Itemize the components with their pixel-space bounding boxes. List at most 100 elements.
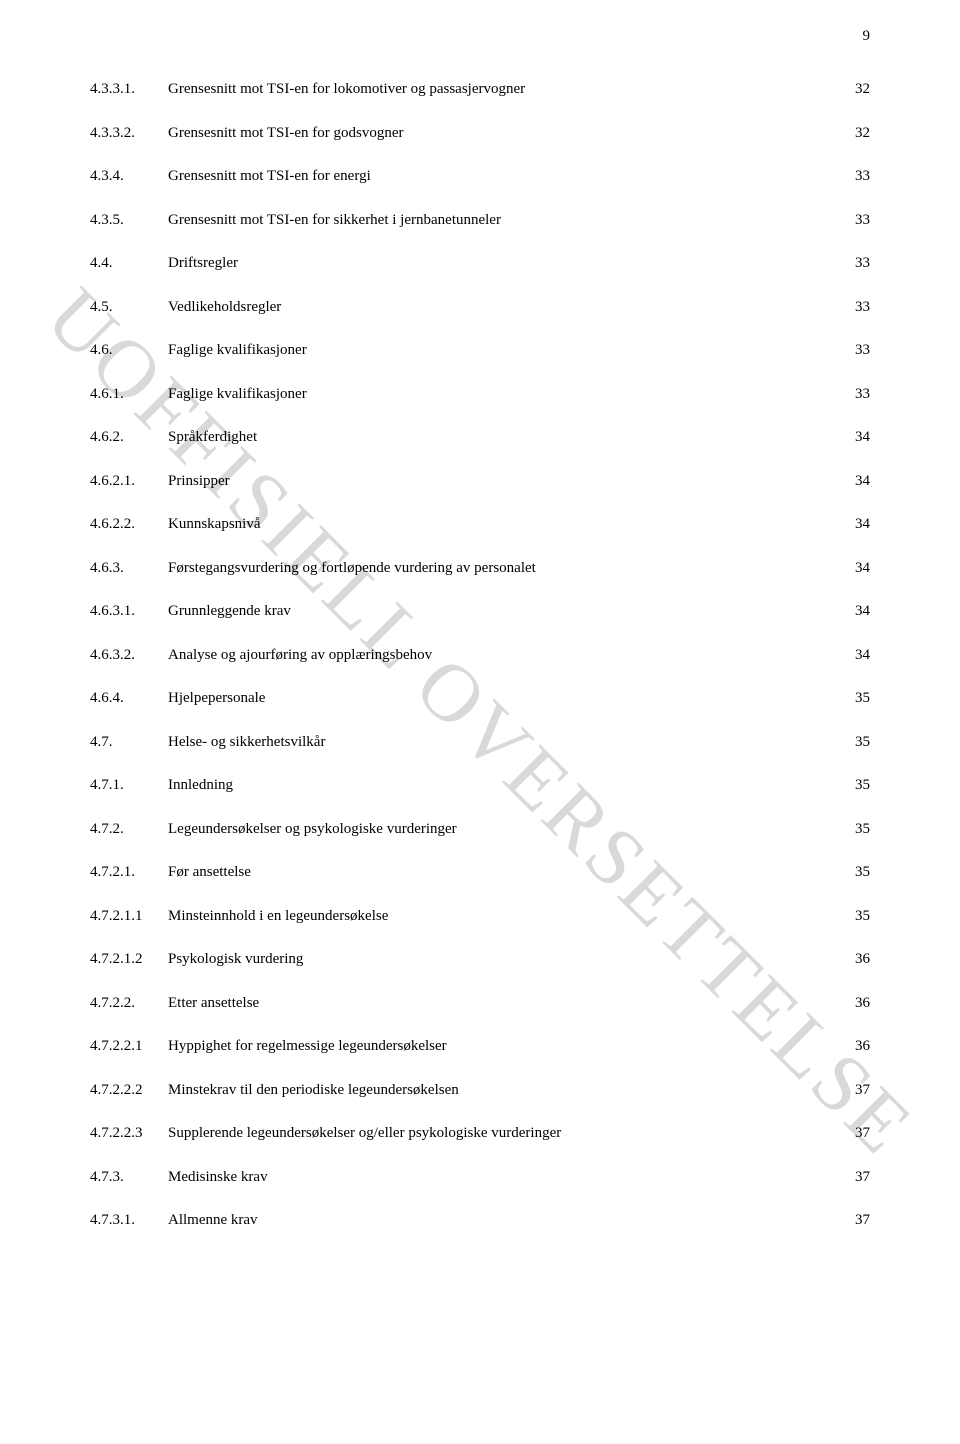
toc-title: Grunnleggende krav: [168, 602, 291, 622]
toc-row: 4.7.2.1.Før ansettelse 35: [90, 863, 870, 883]
toc-page: 34: [830, 559, 870, 579]
toc-title: Vedlikeholdsregler: [168, 298, 281, 318]
toc-number: 4.6.: [90, 341, 168, 361]
toc-page: 35: [830, 820, 870, 840]
toc-page: 34: [830, 472, 870, 492]
toc-title: Førstegangsvurdering og fortløpende vurd…: [168, 559, 536, 579]
toc-number: 4.6.3.2.: [90, 646, 168, 666]
toc-title: Grensesnitt mot TSI-en for lokomotiver o…: [168, 80, 525, 100]
toc-title: Analyse og ajourføring av opplæringsbeho…: [168, 646, 432, 666]
toc-left: 4.7.3.Medisinske krav: [90, 1168, 268, 1188]
toc-row: 4.7.2.1.1Minsteinnhold i en legeundersøk…: [90, 907, 870, 927]
toc-left: 4.7.2.1.Før ansettelse: [90, 863, 251, 883]
toc-title: Grensesnitt mot TSI-en for sikkerhet i j…: [168, 211, 501, 231]
toc-title: Allmenne krav: [168, 1211, 258, 1231]
toc-row: 4.7.2.2.1Hyppighet for regelmessige lege…: [90, 1037, 870, 1057]
toc-row: 4.6.2.2.Kunnskapsnivå 34: [90, 515, 870, 535]
toc-page: 37: [830, 1211, 870, 1231]
toc-row: 4.7.2.Legeundersøkelser og psykologiske …: [90, 820, 870, 840]
toc-number: 4.7.2.2.2: [90, 1081, 168, 1101]
toc-number: 4.7.3.1.: [90, 1211, 168, 1231]
toc-page: 33: [830, 254, 870, 274]
toc-row: 4.6.2.1.Prinsipper 34: [90, 472, 870, 492]
toc-page: 34: [830, 646, 870, 666]
toc-list: 4.3.3.1.Grensesnitt mot TSI-en for lokom…: [90, 80, 870, 1255]
toc-page: 35: [830, 776, 870, 796]
toc-title: Språkferdighet: [168, 428, 257, 448]
toc-row: 4.7.2.2.2Minstekrav til den periodiske l…: [90, 1081, 870, 1101]
toc-title: Faglige kvalifikasjoner: [168, 341, 307, 361]
toc-row: 4.5.Vedlikeholdsregler33: [90, 298, 870, 318]
toc-row: 4.6.3.2.Analyse og ajourføring av opplær…: [90, 646, 870, 666]
toc-row: 4.6.4.Hjelpepersonale35: [90, 689, 870, 709]
toc-left: 4.7.2.Legeundersøkelser og psykologiske …: [90, 820, 457, 840]
toc-page: 35: [830, 863, 870, 883]
toc-page: 32: [830, 80, 870, 100]
toc-row: 4.4.Driftsregler 33: [90, 254, 870, 274]
toc-title: Helse- og sikkerhetsvilkår: [168, 733, 325, 753]
toc-number: 4.7.2.: [90, 820, 168, 840]
toc-page: 34: [830, 515, 870, 535]
toc-title: Etter ansettelse: [168, 994, 259, 1014]
toc-left: 4.6.3.2.Analyse og ajourføring av opplær…: [90, 646, 432, 666]
toc-row: 4.7.1.Innledning 35: [90, 776, 870, 796]
toc-row: 4.3.4.Grensesnitt mot TSI-en for energi 3…: [90, 167, 870, 187]
toc-row: 4.6.3.Førstegangsvurdering og fortløpend…: [90, 559, 870, 579]
toc-page: 32: [830, 124, 870, 144]
toc-left: 4.7.2.2.3Supplerende legeundersøkelser o…: [90, 1124, 561, 1144]
toc-title: Kunnskapsnivå: [168, 515, 261, 535]
toc-number: 4.7.3.: [90, 1168, 168, 1188]
toc-title: Grensesnitt mot TSI-en for godsvogner: [168, 124, 404, 144]
toc-page: 35: [830, 907, 870, 927]
toc-page: 37: [830, 1081, 870, 1101]
toc-row: 4.7.Helse- og sikkerhetsvilkår35: [90, 733, 870, 753]
toc-title: Supplerende legeundersøkelser og/eller p…: [168, 1124, 561, 1144]
toc-row: 4.6.1.Faglige kvalifikasjoner 33: [90, 385, 870, 405]
toc-left: 4.7.2.2.2Minstekrav til den periodiske l…: [90, 1081, 459, 1101]
toc-page: 33: [830, 385, 870, 405]
toc-row: 4.3.3.2.Grensesnitt mot TSI-en for godsv…: [90, 124, 870, 144]
toc-number: 4.6.2.: [90, 428, 168, 448]
toc-title: Innledning: [168, 776, 233, 796]
toc-left: 4.3.3.2.Grensesnitt mot TSI-en for godsv…: [90, 124, 404, 144]
toc-number: 4.7.: [90, 733, 168, 753]
toc-title: Grensesnitt mot TSI-en for energi: [168, 167, 371, 187]
toc-row: 4.7.2.2.Etter ansettelse36: [90, 994, 870, 1014]
toc-left: 4.5.Vedlikeholdsregler: [90, 298, 281, 318]
toc-number: 4.7.2.2.3: [90, 1124, 168, 1144]
toc-left: 4.7.2.1.2Psykologisk vurdering: [90, 950, 303, 970]
toc-page: 33: [830, 167, 870, 187]
toc-number: 4.7.2.1.: [90, 863, 168, 883]
toc-title: Medisinske krav: [168, 1168, 268, 1188]
toc-left: 4.6.1.Faglige kvalifikasjoner: [90, 385, 307, 405]
toc-page: 34: [830, 428, 870, 448]
toc-page: 34: [830, 602, 870, 622]
toc-left: 4.7.1.Innledning: [90, 776, 233, 796]
toc-number: 4.7.2.1.2: [90, 950, 168, 970]
toc-number: 4.6.3.: [90, 559, 168, 579]
toc-left: 4.6.4.Hjelpepersonale: [90, 689, 265, 709]
toc-left: 4.4.Driftsregler: [90, 254, 238, 274]
toc-left: 4.3.4.Grensesnitt mot TSI-en for energi: [90, 167, 371, 187]
toc-title: Driftsregler: [168, 254, 238, 274]
toc-number: 4.6.2.2.: [90, 515, 168, 535]
toc-row: 4.7.3.Medisinske krav37: [90, 1168, 870, 1188]
toc-title: Prinsipper: [168, 472, 230, 492]
toc-page: 37: [830, 1124, 870, 1144]
toc-number: 4.7.2.1.1: [90, 907, 168, 927]
toc-title: Faglige kvalifikasjoner: [168, 385, 307, 405]
toc-number: 4.4.: [90, 254, 168, 274]
toc-left: 4.3.5.Grensesnitt mot TSI-en for sikkerh…: [90, 211, 501, 231]
toc-row: 4.6.Faglige kvalifikasjoner33: [90, 341, 870, 361]
toc-title: Hjelpepersonale: [168, 689, 265, 709]
toc-row: 4.7.2.1.2Psykologisk vurdering36: [90, 950, 870, 970]
toc-left: 4.6.2.1.Prinsipper: [90, 472, 230, 492]
toc-page: 33: [830, 211, 870, 231]
toc-row: 4.6.3.1.Grunnleggende krav34: [90, 602, 870, 622]
toc-left: 4.6.Faglige kvalifikasjoner: [90, 341, 307, 361]
toc-title: Før ansettelse: [168, 863, 251, 883]
toc-number: 4.7.2.2.1: [90, 1037, 168, 1057]
toc-number: 4.3.3.2.: [90, 124, 168, 144]
toc-number: 4.6.4.: [90, 689, 168, 709]
toc-title: Minstekrav til den periodiske legeunders…: [168, 1081, 459, 1101]
